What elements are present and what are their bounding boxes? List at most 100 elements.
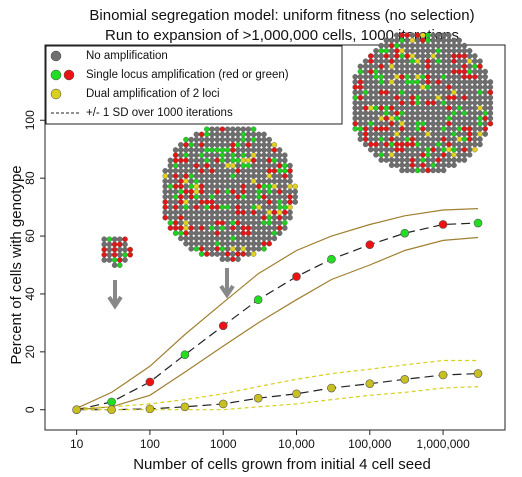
cell <box>250 225 257 231</box>
cell <box>440 126 447 132</box>
cell <box>245 230 252 236</box>
cell <box>183 173 189 179</box>
cell <box>388 146 395 153</box>
cell <box>357 89 364 96</box>
cell <box>188 194 194 200</box>
cell <box>461 53 468 59</box>
cell <box>209 194 215 200</box>
cell <box>287 178 293 184</box>
cell <box>472 63 478 70</box>
cell <box>414 167 421 174</box>
cell <box>282 209 288 216</box>
cell <box>235 251 241 257</box>
cell <box>466 146 473 153</box>
cell <box>240 168 246 174</box>
cell <box>409 146 416 153</box>
cell <box>440 32 447 38</box>
cell <box>224 240 231 247</box>
cell <box>440 131 447 137</box>
cell <box>378 126 384 132</box>
cell <box>456 131 462 137</box>
cell <box>414 152 421 158</box>
cell <box>193 183 200 190</box>
cell <box>183 188 189 195</box>
cell <box>271 188 278 195</box>
cell <box>266 194 272 200</box>
cell <box>198 220 205 226</box>
cell <box>178 142 184 148</box>
cell <box>420 146 426 153</box>
cell <box>425 63 431 70</box>
cell <box>414 110 421 116</box>
cell <box>266 225 272 231</box>
cell <box>477 110 483 116</box>
cell <box>446 48 452 54</box>
cell <box>209 214 215 221</box>
cell <box>261 183 267 190</box>
cell <box>209 131 215 138</box>
cell <box>394 94 400 101</box>
cell <box>394 152 400 158</box>
cell <box>404 110 410 116</box>
cell <box>430 136 436 142</box>
cell <box>271 157 278 164</box>
cell <box>420 53 426 59</box>
cell <box>178 162 184 169</box>
cell <box>167 209 174 216</box>
cell <box>250 220 257 226</box>
cell <box>235 147 241 153</box>
cell <box>198 240 205 247</box>
cell <box>235 256 241 262</box>
cell <box>435 120 442 127</box>
cell <box>204 220 210 226</box>
cell <box>451 63 457 70</box>
cell <box>287 209 293 216</box>
cell <box>357 110 364 116</box>
cell <box>117 246 123 253</box>
cell <box>204 168 210 174</box>
cell <box>430 131 436 137</box>
cell <box>214 147 220 153</box>
cell <box>198 178 205 184</box>
cell <box>352 126 358 132</box>
cell <box>266 178 272 184</box>
cell <box>106 252 113 258</box>
cell <box>235 157 241 164</box>
cell <box>256 183 262 190</box>
cell <box>446 37 452 44</box>
x-axis-label: Number of cells grown from initial 4 cel… <box>133 456 431 473</box>
cell <box>362 89 369 96</box>
cell <box>172 209 179 216</box>
cell <box>394 42 400 49</box>
cell <box>188 240 194 247</box>
cell <box>440 94 447 101</box>
cell <box>162 204 168 210</box>
cell <box>261 162 267 169</box>
cell <box>388 100 395 106</box>
cell <box>357 74 364 80</box>
cell <box>209 204 215 210</box>
cell <box>430 89 436 96</box>
cell <box>420 42 426 49</box>
cell <box>162 178 168 184</box>
cell <box>373 63 379 70</box>
cell <box>188 178 194 184</box>
cell <box>111 236 118 242</box>
cell <box>292 194 298 200</box>
cell <box>414 131 421 137</box>
cell <box>466 79 473 85</box>
cell <box>256 204 262 210</box>
legend-marker <box>50 69 62 81</box>
cell <box>388 94 395 101</box>
cell <box>487 94 494 101</box>
cell <box>430 58 436 64</box>
cell <box>373 84 379 90</box>
cell <box>482 94 488 101</box>
cell <box>440 53 447 59</box>
cell <box>276 194 283 200</box>
cell <box>430 42 436 49</box>
cell <box>235 225 241 231</box>
cell <box>193 168 200 174</box>
cell <box>235 230 241 236</box>
cell <box>456 84 462 90</box>
